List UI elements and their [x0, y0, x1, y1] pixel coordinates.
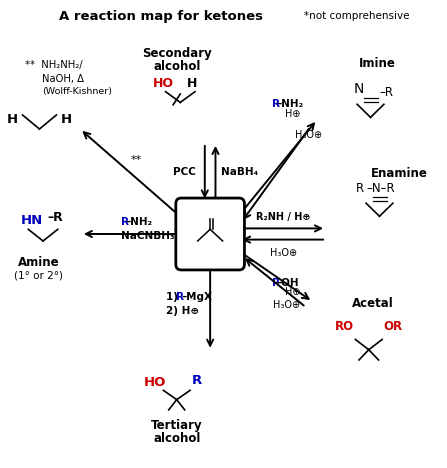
Text: 2) H⊕: 2) H⊕: [165, 306, 199, 316]
Text: R: R: [272, 278, 280, 288]
Text: A reaction map for ketones: A reaction map for ketones: [59, 9, 263, 22]
Text: **  NH₂NH₂/: ** NH₂NH₂/: [25, 60, 83, 70]
Text: Ketone: Ketone: [187, 245, 234, 258]
Text: N: N: [353, 82, 364, 96]
Text: Imine: Imine: [359, 57, 396, 70]
Text: (Wolff-Kishner): (Wolff-Kishner): [42, 87, 112, 96]
FancyBboxPatch shape: [176, 198, 245, 270]
Text: H⊕: H⊕: [285, 287, 300, 297]
Text: H: H: [187, 77, 198, 90]
Text: Enamine: Enamine: [371, 167, 428, 180]
Text: HN: HN: [21, 214, 43, 227]
Text: –N–R: –N–R: [366, 182, 395, 195]
Text: NaCNBH₃: NaCNBH₃: [121, 231, 175, 241]
Text: H: H: [7, 113, 18, 126]
Text: O: O: [206, 204, 217, 218]
Text: Secondary: Secondary: [142, 47, 211, 60]
Text: HO: HO: [144, 376, 167, 389]
Text: R: R: [272, 99, 280, 110]
Text: R₂NH / H⊕: R₂NH / H⊕: [257, 212, 311, 222]
Text: R: R: [176, 292, 184, 302]
Text: H₃O⊕: H₃O⊕: [270, 248, 297, 258]
Text: H⊕: H⊕: [285, 109, 300, 118]
Text: Acetal: Acetal: [352, 298, 394, 310]
Text: alcohol: alcohol: [153, 59, 200, 73]
Text: NaOH, Δ: NaOH, Δ: [42, 73, 84, 84]
Text: –NH₂: –NH₂: [126, 217, 152, 227]
Text: H: H: [61, 113, 72, 126]
Text: Tertiary: Tertiary: [151, 419, 202, 432]
Text: R: R: [121, 217, 129, 227]
Text: *not comprehensive: *not comprehensive: [304, 11, 410, 21]
Text: –R: –R: [48, 211, 63, 224]
Text: H₃O⊕: H₃O⊕: [295, 130, 322, 139]
Text: –OH: –OH: [276, 278, 299, 288]
Text: PCC: PCC: [173, 167, 196, 177]
Text: –R: –R: [380, 86, 393, 99]
Text: NaBH₄: NaBH₄: [220, 167, 257, 177]
Text: H₃O⊕: H₃O⊕: [273, 300, 299, 310]
Text: R: R: [192, 374, 202, 388]
Text: Amine: Amine: [18, 256, 59, 270]
Text: alcohol: alcohol: [153, 432, 200, 445]
Text: R: R: [356, 182, 364, 195]
Text: OR: OR: [383, 320, 402, 333]
Text: (1° or 2°): (1° or 2°): [14, 271, 63, 281]
Text: RO: RO: [335, 320, 354, 333]
Text: HO: HO: [153, 77, 174, 90]
Text: –MgX: –MgX: [181, 292, 212, 302]
Text: 1): 1): [165, 292, 181, 302]
Text: –NH₂: –NH₂: [277, 99, 304, 110]
Text: **: **: [131, 155, 142, 165]
